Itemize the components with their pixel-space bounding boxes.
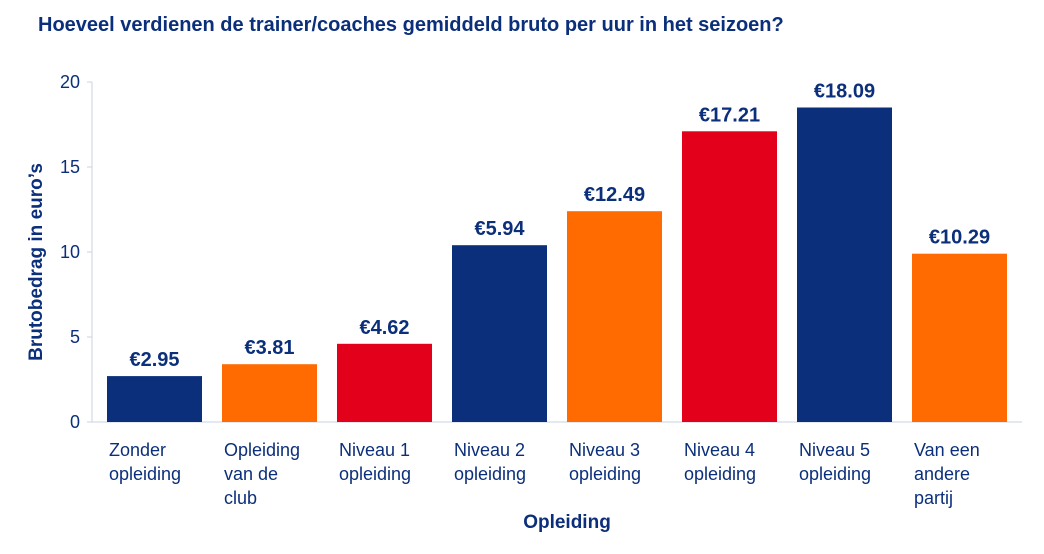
x-tick-label: Niveau 2 opleiding [454, 440, 526, 484]
bar [107, 376, 202, 422]
bar-value-label: €5.94 [474, 218, 525, 240]
bar [222, 364, 317, 422]
y-tick-label: 10 [60, 242, 80, 262]
chart-labels: €2.95 Zonder opleiding €3.81 Opleiding van de… [109, 81, 990, 509]
chart-title: Hoeveel verdienen de trainer/coaches gem… [38, 14, 784, 36]
bar-value-label: €3.81 [244, 337, 294, 359]
x-axis-label: Opleiding [523, 512, 611, 533]
bar-value-label: €12.49 [584, 184, 645, 206]
bar [912, 253, 1007, 422]
bar [797, 107, 892, 422]
bar-value-label: €4.62 [359, 317, 409, 339]
x-tick-label: Niveau 5 opleiding [799, 440, 871, 484]
x-tick-label: Zonder opleiding [109, 440, 181, 484]
bar [682, 131, 777, 423]
bar [337, 343, 432, 422]
bar-value-label: €2.95 [129, 349, 179, 371]
y-tick-label: 15 [60, 157, 80, 177]
bar [452, 245, 547, 422]
x-tick-label: Niveau 1 opleiding [339, 440, 411, 484]
x-tick-label: Niveau 4 opleiding [684, 440, 756, 484]
bar [567, 211, 662, 422]
x-tick-label: Van een andere partij [914, 440, 980, 508]
bar-value-label: €18.09 [814, 81, 875, 103]
y-axis-label: Brutobedrag in euro’s [26, 163, 47, 361]
bar-value-label: €10.29 [929, 227, 990, 249]
chart-bars [107, 107, 1007, 423]
chart-axes: 0 5 10 15 20 Brutobedrag in euro’s Opleiding [26, 72, 1022, 533]
x-tick-label: Niveau 3 opleiding [569, 440, 641, 484]
y-tick-label: 5 [70, 327, 80, 347]
y-tick-label: 20 [60, 72, 80, 92]
x-tick-label: Opleiding van de club [224, 440, 300, 508]
y-tick-label: 0 [70, 412, 80, 432]
bar-value-label: €17.21 [699, 104, 760, 126]
